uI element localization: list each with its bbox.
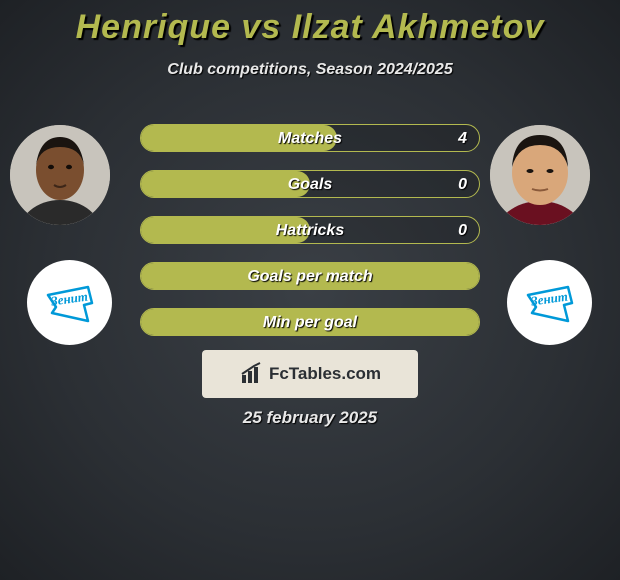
club-left-text: Зенит [49,288,89,308]
stat-row-min-per-goal: Min per goal [140,308,480,336]
stat-row-matches: Matches 4 [140,124,480,152]
brand-text: FcTables.com [269,364,381,384]
stat-label: Goals per match [141,263,479,289]
stat-row-hattricks: Hattricks 0 [140,216,480,244]
stat-label: Matches [141,125,479,151]
stat-label: Hattricks [141,217,479,243]
player-right-avatar [490,125,590,225]
stat-value: 0 [458,217,467,243]
page-title: Henrique vs Ilzat Akhmetov [0,0,620,47]
stat-label: Min per goal [141,309,479,335]
subtitle: Club competitions, Season 2024/2025 [0,61,620,79]
stat-label: Goals [141,171,479,197]
chart-bars-icon [239,361,265,387]
brand-badge: FcTables.com [202,350,418,398]
stat-row-goals: Goals 0 [140,170,480,198]
club-right-text: Зенит [529,288,569,308]
club-right-badge: Зенит [507,260,592,345]
stats-panel: Matches 4 Goals 0 Hattricks 0 Goals per … [140,124,480,354]
stat-value: 0 [458,171,467,197]
stat-row-goals-per-match: Goals per match [140,262,480,290]
date-label: 25 february 2025 [0,408,620,428]
club-left-badge: Зенит [27,260,112,345]
player-left-avatar [10,125,110,225]
stat-value: 4 [458,125,467,151]
